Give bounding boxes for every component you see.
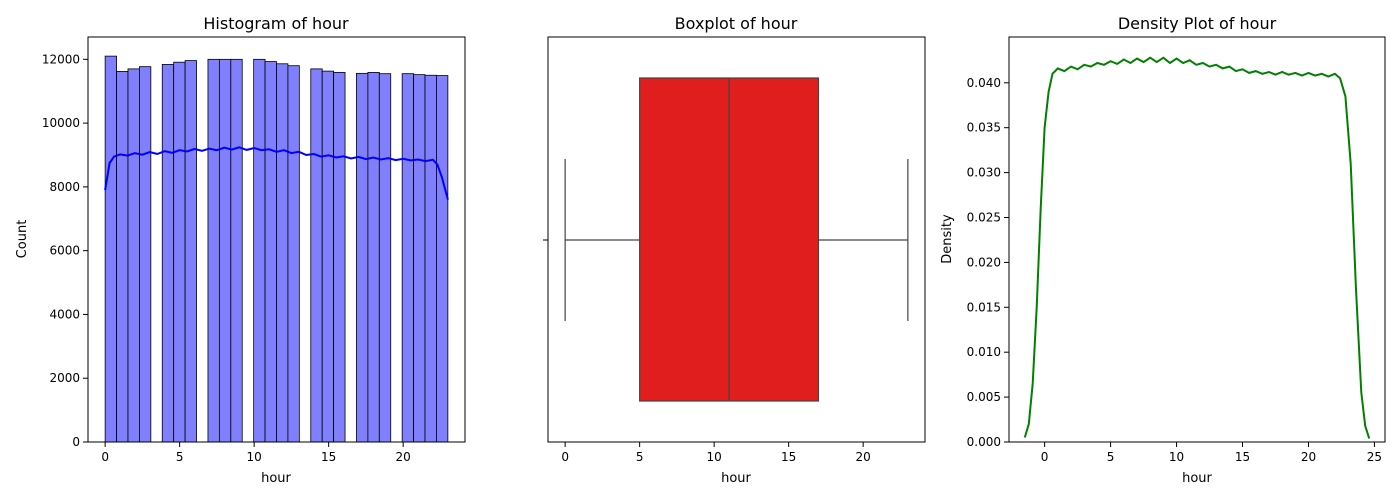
- histogram-bar: [139, 66, 152, 443]
- histogram-x-tick-label: 5: [176, 450, 184, 464]
- histogram-x-tick-label: 20: [396, 450, 411, 464]
- histogram-bar: [287, 65, 300, 443]
- density-x-tick-label: 5: [1107, 450, 1115, 464]
- histogram-bar: [401, 73, 414, 443]
- histogram-kde-line: [104, 146, 449, 200]
- boxplot-x-tick-label: 5: [636, 450, 644, 464]
- density-line: [1023, 56, 1371, 439]
- histogram-bar: [333, 71, 346, 443]
- histogram-bar: [264, 61, 277, 443]
- boxplot-x-tick-label: 10: [707, 450, 722, 464]
- histogram-bar: [321, 70, 335, 443]
- histogram-y-tick-label: 0: [72, 435, 80, 449]
- density-y-tick-label: 0.040: [967, 76, 1001, 90]
- histogram-y-ticks: 0 2000 4000 6000 8000 10000 12000: [42, 52, 88, 449]
- histogram-bar: [161, 64, 175, 443]
- histogram-bar: [378, 73, 392, 443]
- histogram-axes-frame: [87, 36, 466, 443]
- density-x-tick-label: 25: [1367, 450, 1382, 464]
- density-y-tick-label: 0.015: [967, 300, 1001, 314]
- density-y-tick-label: 0.030: [967, 166, 1001, 180]
- histogram-y-tick-label: 12000: [42, 52, 80, 66]
- histogram-bar: [207, 58, 220, 443]
- histogram-bar: [436, 75, 449, 443]
- boxplot-x-axis-label: hour: [721, 471, 751, 486]
- histogram-bar: [424, 74, 437, 443]
- density-x-tick-label: 0: [1041, 450, 1049, 464]
- boxplot-x-ticks: 0 5 10 15 20: [561, 442, 871, 464]
- boxplot-title: Boxplot of hour: [675, 14, 798, 33]
- histogram-bar: [218, 58, 232, 443]
- density-x-axis-label: hour: [1182, 471, 1212, 486]
- histogram-x-tick-label: 0: [101, 450, 109, 464]
- histogram-panel: Histogram of hour 0 5 10 15 20 0 2000 4000 6000…: [15, 14, 466, 486]
- histogram-y-tick-label: 4000: [49, 307, 80, 321]
- boxplot-x-tick-label: 15: [781, 450, 796, 464]
- density-x-ticks: 0 5 10 15 20 25: [1041, 442, 1382, 464]
- histogram-bar: [253, 58, 266, 443]
- density-y-tick-label: 0.035: [967, 121, 1001, 135]
- density-y-tick-label: 0.010: [967, 345, 1001, 359]
- histogram-bar: [230, 58, 243, 443]
- histogram-x-ticks: 0 5 10 15 20: [101, 442, 411, 464]
- density-y-ticks: 0.000 0.005 0.010 0.015 0.020 0.025 0.030 0.035…: [967, 76, 1009, 449]
- histogram-bar: [367, 71, 380, 443]
- histogram-bar: [173, 61, 186, 443]
- histogram-bar: [127, 68, 140, 443]
- density-title: Density Plot of hour: [1118, 14, 1277, 33]
- density-y-tick-label: 0.025: [967, 210, 1001, 224]
- density-y-tick-label: 0.000: [967, 435, 1001, 449]
- histogram-x-axis-label: hour: [261, 471, 291, 486]
- histogram-y-tick-label: 10000: [42, 116, 80, 130]
- histogram-bar: [413, 74, 426, 443]
- density-x-tick-label: 20: [1301, 450, 1316, 464]
- histogram-y-axis-label: Count: [15, 220, 30, 259]
- histogram-y-tick-label: 2000: [49, 371, 80, 385]
- density-axes-frame: [1008, 36, 1386, 443]
- density-panel: Density Plot of hour 0 5 10 15 20 25 0.0000.0…: [940, 14, 1386, 486]
- density-x-tick-label: 10: [1169, 450, 1184, 464]
- boxplot-panel: Boxplot of hour 0 5 10 15 20 hour: [543, 14, 926, 486]
- histogram-bar: [310, 68, 323, 443]
- histogram-bar: [184, 60, 197, 443]
- boxplot-x-tick-label: 20: [856, 450, 871, 464]
- histogram-y-tick-label: 8000: [49, 180, 80, 194]
- density-y-tick-label: 0.005: [967, 390, 1001, 404]
- histogram-title: Histogram of hour: [203, 14, 349, 33]
- boxplot-x-tick-label: 0: [561, 450, 569, 464]
- histogram-bar: [104, 55, 117, 443]
- density-y-axis-label: Density: [940, 214, 955, 264]
- boxplot-shapes: [564, 77, 909, 402]
- histogram-bar: [116, 71, 129, 443]
- histogram-bar: [276, 63, 289, 443]
- histogram-x-tick-label: 10: [247, 450, 262, 464]
- density-y-tick-label: 0.020: [967, 255, 1001, 269]
- density-x-tick-label: 15: [1235, 450, 1250, 464]
- histogram-x-tick-label: 15: [321, 450, 336, 464]
- histogram-bar: [356, 72, 369, 443]
- histogram-y-tick-label: 6000: [49, 244, 80, 258]
